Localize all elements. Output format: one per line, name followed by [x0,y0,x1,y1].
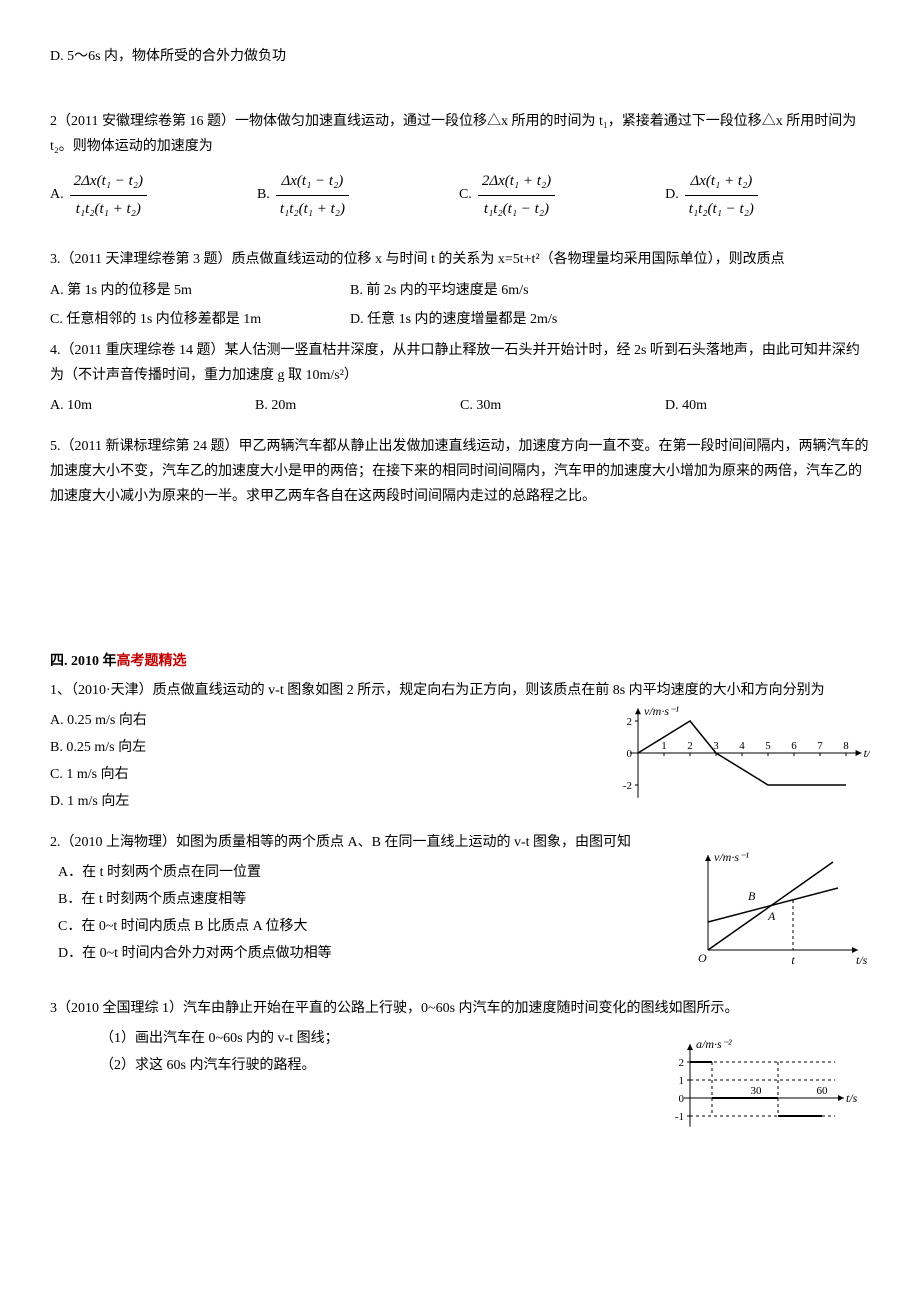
svg-text:2: 2 [679,1057,685,1069]
svg-text:0: 0 [627,748,633,760]
q3-row1: A. 第 1s 内的位移是 5m B. 前 2s 内的平均速度是 6m/s [50,276,870,305]
p2-stem-b: 如图为质量相等的两个质点 A、B 在同一直线上运动的 v-t 图象，由图可知 [176,835,631,850]
q2-optD-den: t₁t₂(t₁ − t₂) [685,196,758,223]
svg-text:8: 8 [843,740,849,752]
q2-optC-den: t₁t₂(t₁ − t₂) [478,196,555,223]
q2-optD-label: D. [665,182,679,207]
q2-optA-label: A. [50,182,64,207]
svg-text:v/m·s⁻¹: v/m·s⁻¹ [714,850,749,864]
svg-text:t: t [791,953,795,967]
q2-optB-den: t₁t₂(t₁ + t₂) [276,196,349,223]
svg-text:1: 1 [679,1075,685,1087]
svg-text:60: 60 [817,1085,829,1097]
q2-optD: D. Δx(t₁ + t₂) t₁t₂(t₁ − t₂) [665,168,758,223]
q2-optA-frac: 2Δx(t₁ − t₂) t₁t₂(t₁ + t₂) [70,168,147,223]
svg-text:t/s: t/s [856,953,868,967]
q2-optC: C. 2Δx(t₁ + t₂) t₁t₂(t₁ − t₂) [459,168,555,223]
q3-optB: B. 前 2s 内的平均速度是 6m/s [350,278,529,303]
svg-text:4: 4 [739,740,745,752]
q3-row2: C. 任意相邻的 1s 内位移差都是 1m D. 任意 1s 内的速度增量都是 … [50,305,870,334]
q2-optA-num: 2Δx(t₁ − t₂) [70,168,147,196]
svg-text:6: 6 [791,740,797,752]
svg-text:O: O [698,951,707,965]
section4-title-b: 高考题精选 [117,654,187,669]
p3-figure: a/m·s⁻² t/s -1 0 1 2 30 60 [650,1016,870,1136]
q4-options: A. 10m B. 20m C. 30m D. 40m [50,393,870,418]
q3-optD: D. 任意 1s 内的速度增量都是 2m/s [350,307,557,332]
svg-text:t/s: t/s [846,1091,858,1105]
svg-text:7: 7 [817,740,823,752]
q2-stem: 2（2011 安徽理综卷第 16 题）一物体做匀加速直线运动，通过一段位移△x … [50,109,870,159]
q4-optD: D. 40m [665,393,870,418]
q3-optC: C. 任意相邻的 1s 内位移差都是 1m [50,307,350,332]
q4-stem: 4.（2011 重庆理综卷 14 题）某人估测一竖直枯井深度，从井口静止释放一石… [50,338,870,388]
svg-text:2: 2 [687,740,693,752]
q2-optA-den: t₁t₂(t₁ + t₂) [70,196,147,223]
q2-optD-frac: Δx(t₁ + t₂) t₁t₂(t₁ − t₂) [685,168,758,223]
svg-text:v/m·s⁻¹: v/m·s⁻¹ [644,704,679,718]
q3-stem: 3.（2011 天津理综卷第 3 题）质点做直线运动的位移 x 与时间 t 的关… [50,247,870,272]
svg-text:-1: -1 [675,1111,684,1123]
q5-stem: 5.（2011 新课标理综第 24 题）甲乙两辆汽车都从静止出发做加速直线运动，… [50,434,870,510]
q4-optB: B. 20m [255,393,460,418]
p3-block: a/m·s⁻²t/s-10123060 3（2010 全国理综 1）汽车由静止开… [50,996,870,1078]
q1-optD: D. 5～6s 内，物体所受的合外力做负功 [50,44,870,69]
svg-text:1: 1 [661,740,667,752]
p1-figure: v/m·s⁻¹t/s-20212345678 [610,698,870,808]
svg-text:B: B [748,889,756,903]
q2-optC-num: 2Δx(t₁ + t₂) [478,168,555,196]
p2-chart-svg: v/m·s⁻¹ t/s Ot BA [680,840,870,970]
q3-optA: A. 第 1s 内的位移是 5m [50,278,350,303]
p1-block: v/m·s⁻¹t/s-20212345678 1、（2010·天津）质点做直线运… [50,678,870,814]
q2-optB-num: Δx(t₁ − t₂) [276,168,349,196]
svg-text:2: 2 [627,716,633,728]
svg-text:5: 5 [765,740,771,752]
p2-block: v/m·s⁻¹ t/s Ot BA 2.（2010 上海物理）如图为质量相等的两个质点… [50,830,870,966]
p2-figure: v/m·s⁻¹ t/s Ot BA [680,840,870,970]
q2-optB-label: B. [257,182,270,207]
q2-optB: B. Δx(t₁ − t₂) t₁t₂(t₁ + t₂) [257,168,349,223]
q2-optD-num: Δx(t₁ + t₂) [685,168,758,196]
svg-text:30: 30 [751,1085,763,1097]
q4-optC: C. 30m [460,393,665,418]
svg-text:0: 0 [679,1093,685,1105]
p1-chart-svg: v/m·s⁻¹t/s-20212345678 [610,698,870,808]
svg-text:A: A [767,909,776,923]
q2-optA: A. 2Δx(t₁ − t₂) t₁t₂(t₁ + t₂) [50,168,147,223]
q2-optC-label: C. [459,182,472,207]
q2-options: A. 2Δx(t₁ − t₂) t₁t₂(t₁ + t₂) B. Δx(t₁ −… [50,168,870,223]
q2-optB-frac: Δx(t₁ − t₂) t₁t₂(t₁ + t₂) [276,168,349,223]
section4-title: 四. 2010 年高考题精选 [50,649,870,674]
svg-text:-2: -2 [623,780,632,792]
svg-text:t/s: t/s [864,746,870,760]
section4-title-a: 四. 2010 年 [50,654,117,669]
p2-stem-a: 2.（2010 上海物理） [50,835,176,850]
svg-text:a/m·s⁻²: a/m·s⁻² [696,1037,732,1051]
p3-chart-svg: a/m·s⁻² t/s -1 0 1 2 30 60 [650,1016,870,1136]
q2-optC-frac: 2Δx(t₁ + t₂) t₁t₂(t₁ − t₂) [478,168,555,223]
q4-optA: A. 10m [50,393,255,418]
